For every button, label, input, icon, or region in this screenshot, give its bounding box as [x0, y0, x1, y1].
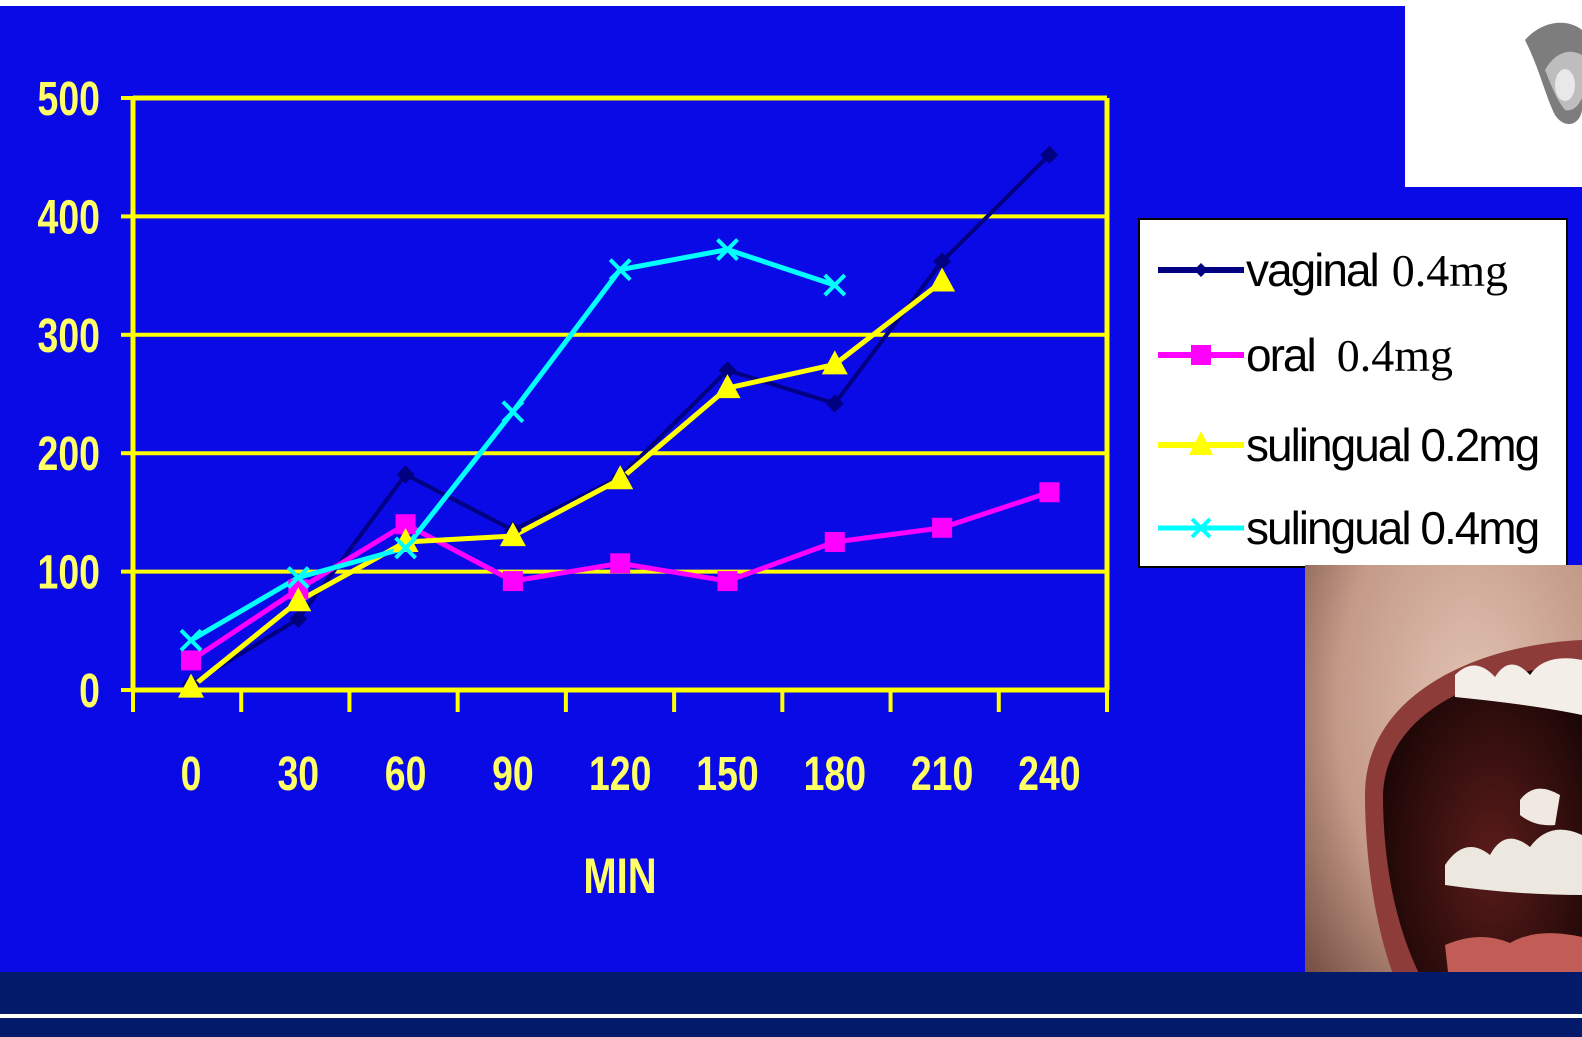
legend-label: oral [1246, 329, 1317, 381]
data-point [821, 350, 848, 375]
pill-photo [1405, 0, 1582, 187]
footer-band [0, 972, 1582, 1014]
top-strip [0, 0, 1582, 6]
y-tick-label: 100 [38, 546, 100, 600]
data-point [502, 571, 523, 592]
legend-swatch-vaginal [1158, 263, 1244, 277]
data-point [392, 528, 419, 552]
legend-item: sulingual 0.2mg [1154, 415, 1540, 475]
x-tick-label: 0 [181, 748, 202, 802]
data-point [608, 258, 632, 282]
data-point [825, 394, 844, 413]
plot-frame [130, 95, 1110, 693]
series-markers [178, 145, 1060, 698]
data-point [181, 650, 201, 671]
y-tick-label: 300 [38, 309, 100, 363]
x-axis-title: MIN [583, 848, 656, 904]
series-line [189, 153, 1051, 686]
data-point [286, 566, 310, 589]
data-point [285, 587, 312, 612]
data-point [499, 522, 526, 547]
open-mouth-photo [1305, 565, 1582, 1037]
data-point [289, 609, 308, 628]
data-point [1040, 145, 1059, 164]
data-point [1039, 482, 1060, 503]
data-point [932, 517, 953, 538]
series-lines [189, 153, 1051, 690]
data-point [394, 536, 418, 560]
y-tick-label: 400 [38, 191, 100, 245]
data-point [178, 673, 204, 698]
x-tick-label: 30 [277, 748, 319, 802]
legend-swatch-sulingual-02 [1158, 431, 1244, 455]
y-tick-label: 500 [38, 73, 100, 127]
y-tick-label: 0 [79, 665, 100, 719]
x-tick-label: 180 [804, 748, 866, 802]
legend-label: sulingual 0.4mg [1246, 502, 1540, 554]
legend-item: vaginal 0.4mg [1154, 240, 1508, 300]
data-point [179, 628, 203, 652]
series-line [189, 489, 1051, 663]
x-tick-label: 90 [492, 748, 534, 802]
legend-dose: 0.4mg [1391, 244, 1509, 296]
data-point [823, 273, 847, 297]
chart-legend: vaginal 0.4mg oral 0.4mg sulingual 0.2mg [1138, 218, 1568, 568]
footer-line [0, 1014, 1582, 1018]
legend-swatch-sulingual-04 [1158, 517, 1244, 539]
data-point [933, 252, 952, 271]
axis-ticks: 0 100 200 300 400 500 0 30 60 90 120 150 180 210 240 [38, 73, 1109, 802]
data-point [718, 361, 737, 380]
data-point [607, 465, 634, 490]
x-tick-label: 150 [696, 748, 758, 802]
legend-label: sulingual 0.2mg [1246, 419, 1540, 471]
legend-item: oral 0.4mg [1154, 325, 1453, 385]
data-point [824, 532, 845, 552]
data-point [610, 553, 631, 574]
legend-item: sulingual 0.4mg [1154, 498, 1540, 558]
data-point [716, 238, 739, 261]
legend-label: vaginal [1246, 244, 1380, 296]
legend-dose: 0.4mg [1336, 329, 1453, 381]
data-point [714, 374, 741, 399]
series-line [189, 279, 944, 690]
data-point [395, 514, 416, 535]
x-tick-label: 120 [589, 748, 651, 802]
data-point [717, 571, 738, 592]
x-tick-label: 60 [385, 748, 427, 802]
legend-swatch-oral [1158, 345, 1244, 365]
x-tick-label: 210 [911, 748, 973, 802]
y-tick-label: 200 [38, 428, 100, 482]
footer-bottom [0, 1018, 1582, 1037]
data-point [929, 267, 956, 292]
data-point [396, 465, 415, 484]
x-tick-label: 240 [1018, 748, 1080, 802]
data-point [501, 400, 525, 424]
